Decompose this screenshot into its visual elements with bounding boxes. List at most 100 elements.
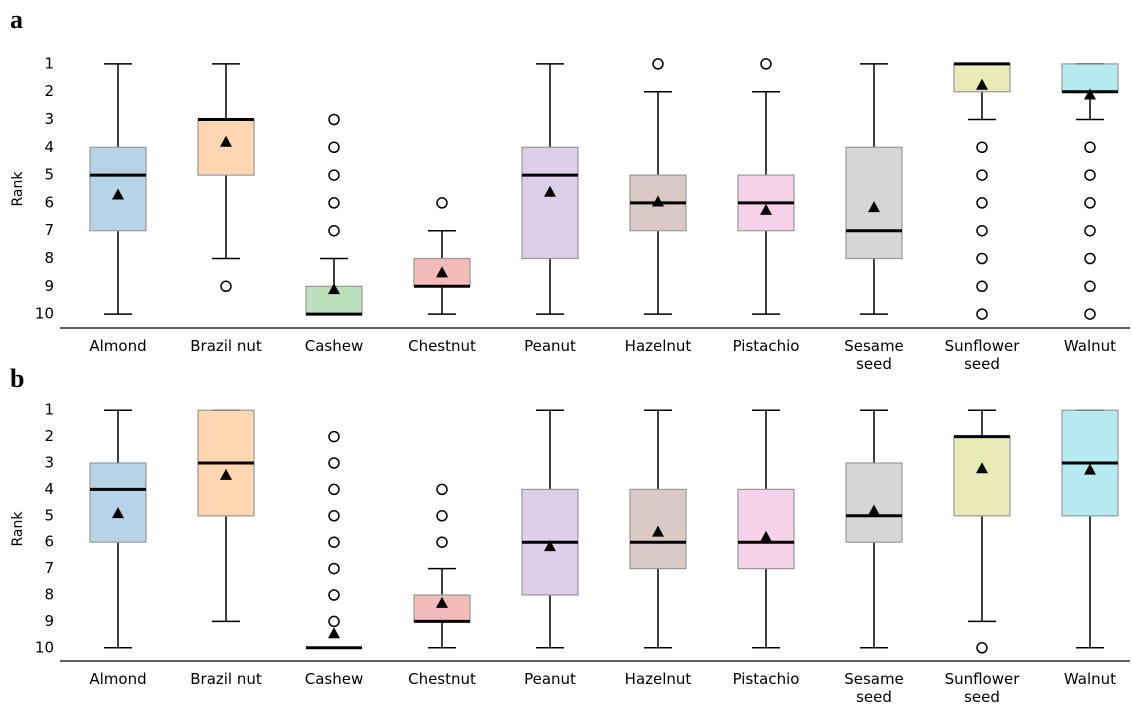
y-tick-label: 10 [35, 638, 54, 656]
outlier [976, 141, 988, 154]
y-tick-label: 8 [44, 249, 54, 267]
box [197, 118, 255, 176]
y-tick-label: 7 [44, 559, 54, 577]
box [89, 462, 147, 543]
y-tick-label: 6 [44, 533, 54, 551]
outlier [976, 642, 988, 654]
y-tick-label: 3 [44, 110, 54, 128]
mean-marker [868, 201, 880, 213]
outlier [328, 536, 340, 548]
y-tick-label: 2 [44, 427, 54, 445]
y-tick-label: 5 [44, 506, 54, 524]
outlier [328, 224, 340, 237]
outlier [328, 510, 340, 522]
x-tick-label: Cashew [304, 337, 364, 355]
y-tick-label: 4 [44, 480, 54, 498]
x-tick-label: Hazelnut [624, 670, 692, 688]
box [1061, 63, 1119, 93]
mean-marker [328, 627, 340, 639]
y-tick-label: 2 [44, 82, 54, 100]
x-tick-label: Sesame seed [844, 337, 904, 373]
y-axis-label: Rank [10, 511, 26, 547]
outlier [328, 483, 340, 496]
outlier [1084, 252, 1096, 265]
y-tick-label: 3 [44, 454, 54, 472]
outlier [976, 169, 988, 181]
mean-marker [544, 185, 556, 197]
mean-marker [436, 596, 448, 608]
mean-marker [976, 78, 988, 90]
mean-marker [328, 283, 340, 295]
mean-marker [544, 540, 556, 552]
outlier [1084, 197, 1096, 209]
x-tick-label: Pistachio [732, 337, 800, 355]
y-tick-label: 10 [35, 305, 54, 323]
box [737, 488, 795, 570]
y-tick-label: 4 [44, 138, 54, 156]
mean-marker [112, 507, 124, 519]
box [845, 462, 903, 543]
outlier [436, 536, 448, 548]
x-tick-label: Chestnut [408, 670, 476, 688]
mean-marker [220, 468, 232, 480]
mean-marker [436, 266, 448, 278]
x-tick-label: Sunflower seed [944, 337, 1020, 373]
outlier [1084, 224, 1096, 237]
x-tick-label: Chestnut [408, 337, 476, 355]
outlier [976, 280, 988, 293]
outlier [976, 252, 988, 265]
mean-marker [760, 530, 772, 542]
outlier [436, 510, 448, 522]
x-tick-label: Brazil nut [190, 337, 262, 355]
outlier [328, 141, 340, 154]
outlier [976, 308, 988, 320]
x-tick-label: Hazelnut [624, 337, 692, 355]
mean-marker [976, 462, 988, 474]
panel-label: a [10, 5, 23, 34]
x-tick-label: Almond [89, 670, 147, 688]
outlier [976, 224, 988, 237]
outlier [1084, 169, 1096, 181]
y-axis-label: Rank [10, 171, 26, 207]
x-tick-label: Cashew [304, 670, 364, 688]
outlier [220, 280, 232, 293]
outlier [328, 615, 340, 628]
mean-marker [652, 525, 664, 537]
box [953, 436, 1011, 517]
box [413, 257, 471, 287]
y-tick-label: 8 [44, 586, 54, 604]
mean-marker [652, 195, 664, 207]
outlier [976, 197, 988, 209]
x-tick-label: Peanut [524, 670, 576, 688]
mean-marker [112, 188, 124, 200]
y-tick-label: 7 [44, 221, 54, 239]
outlier [328, 430, 340, 443]
x-tick-label: Walnut [1063, 337, 1117, 355]
outlier [328, 457, 340, 469]
outlier [1084, 280, 1096, 293]
mean-marker [1084, 88, 1096, 100]
mean-marker [1084, 463, 1096, 475]
outlier [328, 562, 340, 575]
y-tick-label: 9 [44, 612, 54, 630]
x-tick-label: Brazil nut [190, 670, 262, 688]
outlier [436, 197, 448, 209]
outlier [436, 483, 448, 496]
y-tick-label: 5 [44, 166, 54, 184]
y-tick-label: 1 [44, 401, 54, 419]
outlier [328, 197, 340, 209]
x-tick-label: Peanut [524, 337, 576, 355]
panel-label: b [10, 364, 24, 393]
y-tick-label: 1 [44, 54, 54, 72]
outlier [328, 169, 340, 181]
mean-marker [760, 203, 772, 215]
x-tick-label: Pistachio [732, 670, 800, 688]
box [521, 146, 579, 260]
outlier [760, 58, 772, 70]
x-tick-label: Sesame seed [844, 670, 904, 704]
outlier [328, 113, 340, 126]
x-tick-label: Sunflower seed [944, 670, 1020, 704]
mean-marker [868, 504, 880, 516]
